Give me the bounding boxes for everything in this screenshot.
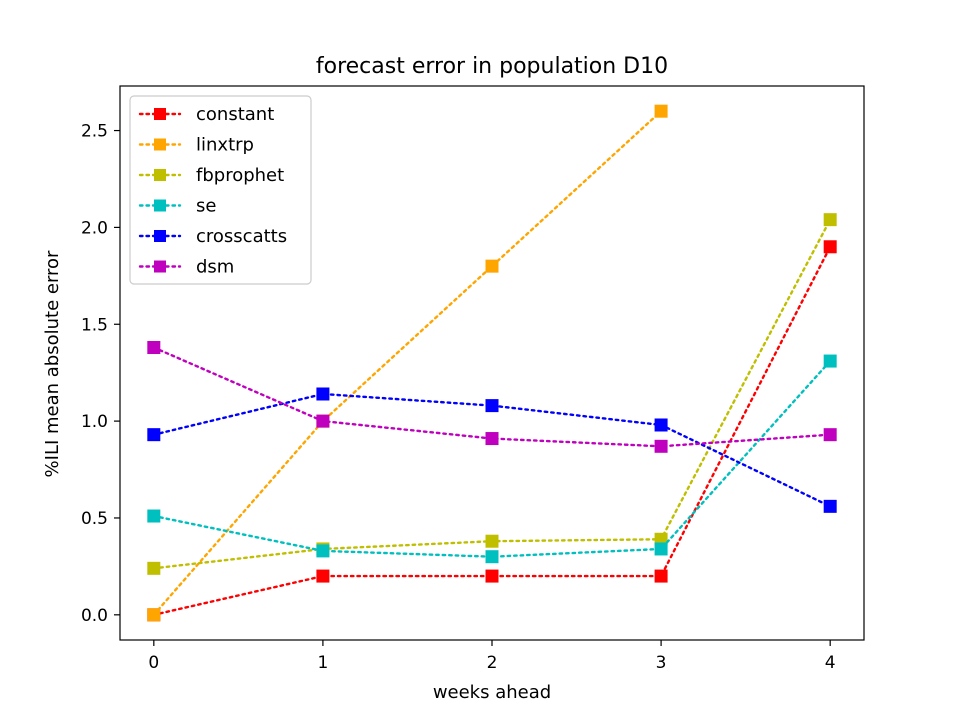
data-point [147, 509, 161, 523]
data-point [485, 399, 499, 413]
data-point [485, 534, 499, 548]
data-point [654, 418, 668, 432]
data-point [654, 569, 668, 583]
x-axis-label: weeks ahead [433, 682, 551, 703]
y-tick-label: 0.0 [81, 606, 108, 626]
data-point [485, 569, 499, 583]
y-tick-label: 1.0 [81, 412, 108, 432]
data-point [316, 387, 330, 401]
legend-label: se [196, 196, 216, 217]
legend-label: crosscatts [196, 226, 287, 247]
data-point [147, 341, 161, 355]
data-point [147, 428, 161, 442]
data-point [654, 439, 668, 453]
x-tick-label: 0 [148, 653, 159, 673]
x-tick-label: 1 [317, 653, 328, 673]
legend-marker-swatch [154, 138, 166, 151]
data-point [823, 213, 837, 227]
data-point [823, 499, 837, 513]
legend-marker-swatch [154, 260, 166, 273]
data-point [485, 259, 499, 273]
legend-item-linxtrp: linxtrp [138, 135, 254, 156]
axis-ticks: 0 1 2 3 4 0.0 0.5 1.0 1.5 2.0 2.5 [81, 122, 836, 673]
legend-label: dsm [196, 257, 234, 278]
data-point [147, 608, 161, 622]
y-axis-label: %ILI mean absolute error [42, 250, 63, 478]
data-point [654, 542, 668, 556]
legend-label: constant [196, 104, 274, 125]
legend-marker-swatch [154, 169, 166, 181]
data-point [485, 432, 499, 446]
data-point [654, 104, 668, 118]
legend-item-dsm: dsm [138, 257, 234, 278]
legend-label: fbprophet [196, 165, 284, 186]
data-point [823, 428, 837, 442]
data-point [147, 561, 161, 575]
series-line [152, 346, 832, 448]
series-line [152, 359, 832, 558]
legend-marker-swatch [154, 230, 166, 242]
y-tick-label: 2.0 [81, 218, 108, 238]
y-tick-label: 0.5 [81, 509, 108, 529]
data-point [823, 240, 837, 254]
legend-item-crosscatts: crosscatts [138, 226, 287, 247]
chart-title: forecast error in population D10 [316, 54, 668, 79]
series-line [152, 109, 663, 617]
x-tick-label: 3 [656, 653, 667, 673]
series-constant [147, 240, 837, 622]
legend-item-fbprophet: fbprophet [138, 165, 284, 186]
legend-marker-swatch [154, 199, 166, 212]
data-point [485, 550, 499, 564]
legend-item-constant: constant [138, 104, 274, 125]
series-dsm [147, 341, 837, 453]
legend: constant linxtrp fbprophet se crosscatts dsm [129, 95, 312, 285]
data-point [316, 544, 330, 558]
x-tick-label: 2 [487, 653, 498, 673]
legend-item-se: se [138, 196, 216, 217]
x-tick-label: 4 [825, 653, 836, 673]
series-layer [147, 104, 837, 622]
data-point [823, 354, 837, 368]
data-point [316, 414, 330, 428]
legend-marker-swatch [154, 108, 166, 120]
y-tick-label: 2.5 [81, 122, 108, 142]
y-tick-label: 1.5 [81, 315, 108, 335]
legend-label: linxtrp [196, 135, 254, 156]
series-crosscatts [147, 387, 837, 513]
series-se [147, 354, 837, 564]
data-point [316, 569, 330, 583]
